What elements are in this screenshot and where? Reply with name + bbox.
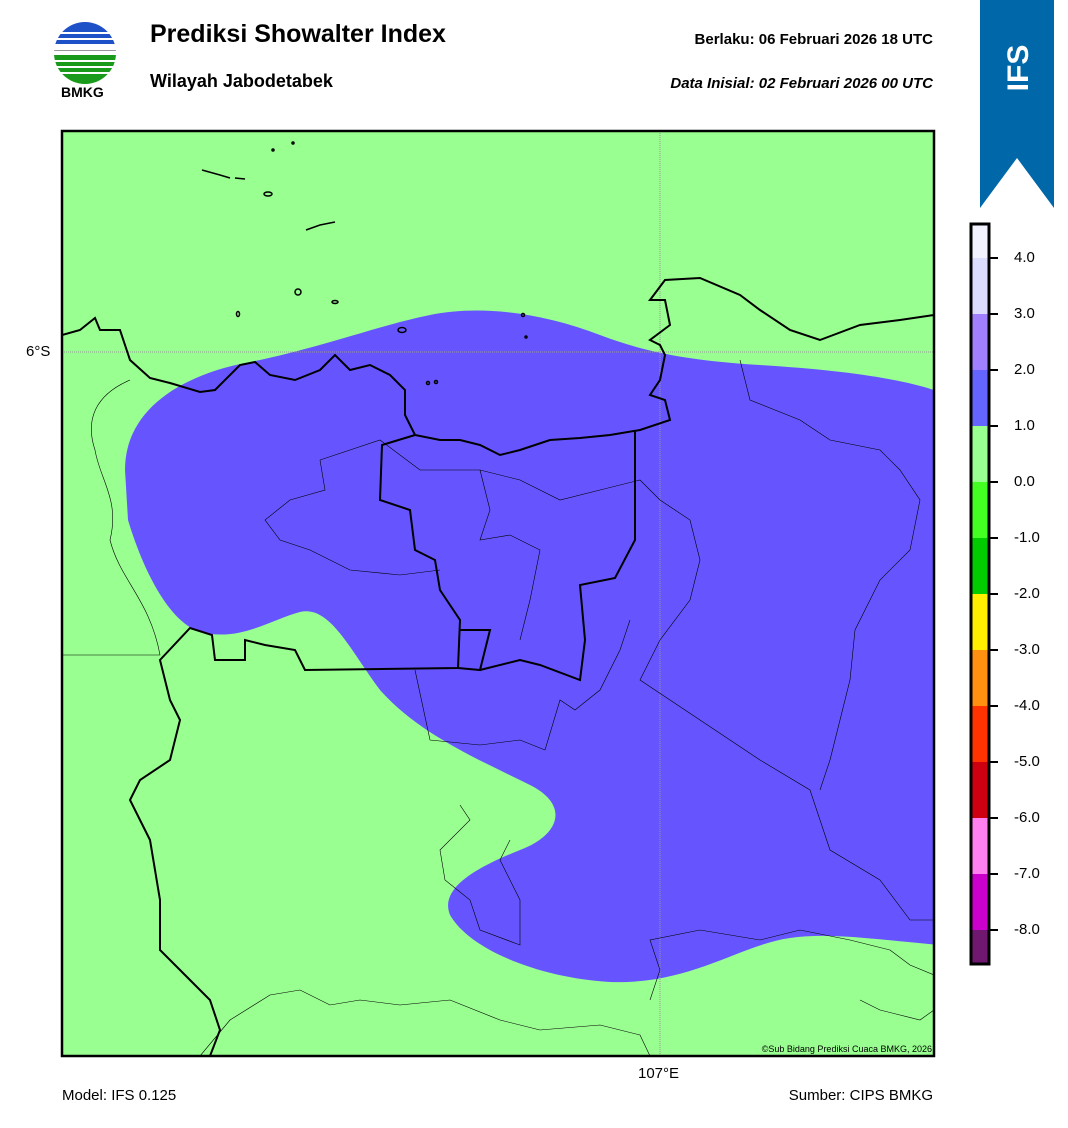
colorbar-tick-label: 0.0	[1014, 473, 1035, 490]
lat-label: 6°S	[26, 343, 51, 360]
bmkg-logo	[54, 22, 116, 84]
colorbar-tick-label: -5.0	[1014, 753, 1040, 770]
valid-time: Berlaku: 06 Februari 2026 18 UTC	[694, 31, 933, 48]
ribbon-label: IFS	[1002, 45, 1035, 92]
district-boundaries	[62, 359, 934, 1056]
colorbar-tick-label: -3.0	[1014, 641, 1040, 658]
colorbar-segment	[971, 482, 989, 538]
colorbar-segment	[971, 426, 989, 482]
colorbar-segment	[971, 370, 989, 426]
colorbar-segment	[971, 818, 989, 874]
source-label: Sumber: CIPS BMKG	[788, 1087, 933, 1104]
region-subtitle: Wilayah Jabodetabek	[150, 71, 333, 91]
copyright: ©Sub Bidang Prediksi Cuaca BMKG, 2026	[761, 1044, 932, 1054]
colorbar-segment	[971, 706, 989, 762]
colorbar-tick-label: 4.0	[1014, 249, 1035, 266]
colorbar-segment	[971, 594, 989, 650]
model-label: Model: IFS 0.125	[62, 1087, 177, 1104]
coastline	[62, 276, 934, 1056]
colorbar-segment	[971, 874, 989, 930]
colorbar-segment	[971, 762, 989, 818]
colorbar-tick-label: -7.0	[1014, 865, 1040, 882]
colorbar-tick-label: -8.0	[1014, 921, 1040, 938]
colorbar-tick-label: 1.0	[1014, 417, 1035, 434]
colorbar-tick-label: -4.0	[1014, 697, 1040, 714]
initial-time: Data Inisial: 02 Februari 2026 00 UTC	[670, 75, 933, 92]
colorbar-tick-label: -2.0	[1014, 585, 1040, 602]
colorbar-segment	[971, 538, 989, 594]
colorbar-segment	[971, 258, 989, 314]
colorbar-segment	[971, 930, 989, 964]
colorbar	[969, 222, 998, 966]
colorbar-segment	[971, 650, 989, 706]
colorbar-tick-label: -1.0	[1014, 529, 1040, 546]
page-title: Prediksi Showalter Index	[150, 20, 446, 48]
colorbar-tick-label: 3.0	[1014, 305, 1035, 322]
colorbar-tick-label: 2.0	[1014, 361, 1035, 378]
logo-text: BMKG	[61, 84, 104, 100]
showalter-field-1-2	[125, 310, 934, 983]
map-frame	[60, 129, 936, 1058]
colorbar-segment	[971, 224, 989, 258]
islands	[201, 141, 528, 386]
colorbar-tick-label: -6.0	[1014, 809, 1040, 826]
lon-label: 107°E	[638, 1065, 680, 1082]
ifs-ribbon: IFS	[980, 0, 1054, 208]
colorbar-segment	[971, 314, 989, 370]
